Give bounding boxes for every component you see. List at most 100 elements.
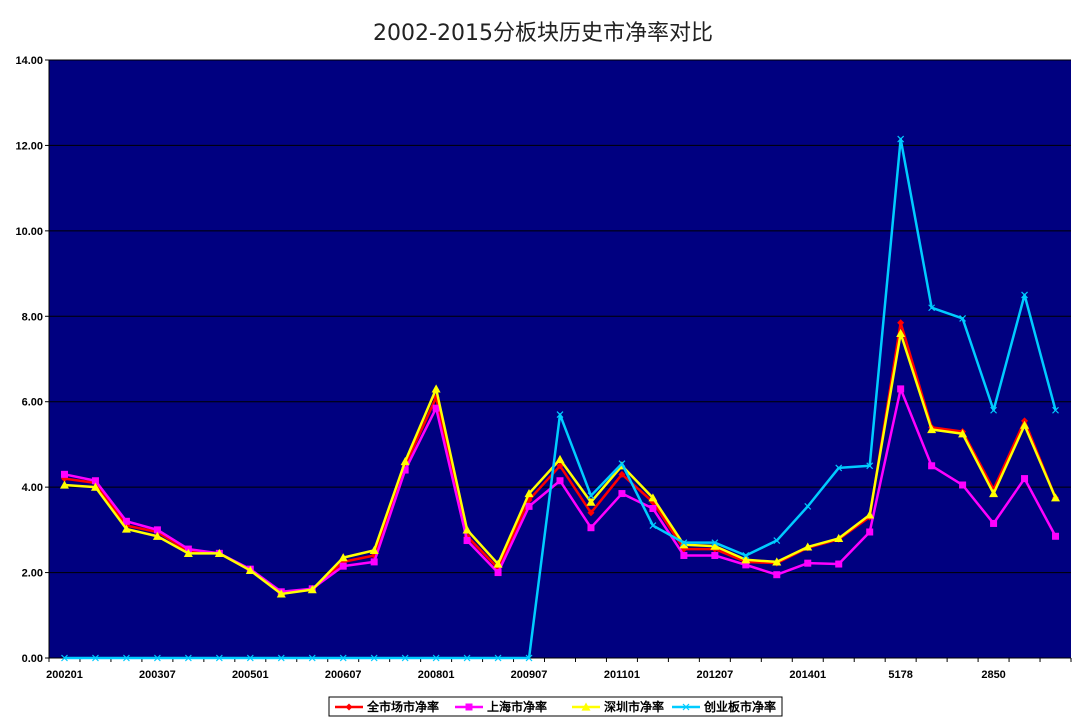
x-tick-label: 200801 [418,669,455,681]
point-shanghai-marker [60,470,68,478]
point-shanghai-marker [401,466,409,474]
point-shanghai-marker [91,477,99,485]
point-shanghai-marker [370,558,378,566]
point-shanghai-marker [928,462,936,470]
point-shanghai-marker [122,517,130,525]
point-shanghai-marker [649,505,657,512]
x-tick-label: 5178 [888,669,912,681]
point-shanghai-marker [897,385,905,393]
point-all-market-marker [587,509,595,517]
point-chinext-marker [432,654,440,662]
point-shanghai-marker [432,404,440,412]
y-tick-label: 12.00 [15,140,43,152]
point-chinext-marker [370,654,378,662]
point-chinext-marker [494,654,502,662]
x-tick-label: 2850 [981,669,1005,681]
y-tick-label: 6.00 [22,397,43,409]
point-shanghai-marker [835,560,843,568]
point-shenzhen-marker [648,493,658,502]
point-chinext-marker [92,654,99,662]
point-shanghai-marker [1052,532,1060,540]
y-tick-label: 10.00 [15,226,43,238]
point-shenzhen-marker [214,548,224,557]
point-chinext-marker [61,654,68,662]
x-tick-label: 200307 [139,669,176,681]
x-tick-label: 200201 [46,669,83,681]
point-chinext-marker [277,654,285,662]
point-shenzhen-marker [493,559,503,568]
x-tick-label: 200607 [325,669,362,681]
point-chinext-marker [680,539,688,547]
point-chinext-marker [711,539,719,547]
point-shenzhen-marker [989,489,999,498]
y-tick-label: 8.00 [22,311,43,323]
point-all-market-marker [618,470,626,478]
legend-label-chinext: 创业板市净率 [703,699,776,714]
point-chinext-marker [897,135,905,143]
y-tick-label: 2.00 [22,568,43,580]
point-shanghai-marker [711,551,719,559]
point-chinext-marker [1021,291,1028,299]
point-shanghai-marker [153,526,161,534]
x-tick-label: 201401 [789,669,826,681]
point-chinext-marker [401,654,409,662]
point-chinext-marker [525,654,533,662]
legend: 全市场市净率 上海市净率 深圳市净率 创业板市净率 [328,696,783,717]
point-shenzhen-marker [245,565,255,575]
point-shenzhen-marker [90,482,100,491]
point-shenzhen-marker [152,531,162,540]
x-tick-label: 200907 [511,669,548,681]
legend-label-shanghai: 上海市净率 [487,699,547,714]
legend-all-market-marker [345,703,353,711]
point-shanghai-marker [959,481,967,489]
point-shenzhen-marker [183,548,193,557]
point-chinext-marker [556,411,564,418]
y-tick-label: 0.00 [22,653,43,665]
point-chinext-marker [184,654,192,662]
point-chinext-marker [308,654,316,662]
point-shanghai-marker [587,524,595,532]
point-shanghai-marker [525,502,533,510]
point-chinext-marker [215,654,223,662]
point-shenzhen-marker [121,524,131,533]
series-chinext [61,135,1059,662]
point-shenzhen-marker [307,585,317,594]
point-shenzhen-marker [400,457,410,466]
point-shenzhen-marker [369,545,379,554]
point-chinext-marker [773,537,781,544]
point-shanghai-marker [1021,475,1029,483]
point-shenzhen-marker [59,480,69,489]
series-group [59,135,1061,662]
point-shenzhen-marker [555,454,565,463]
legend-shanghai-marker [465,703,473,711]
x-tick-label: 201207 [696,669,733,681]
point-shenzhen-marker [741,555,751,564]
point-chinext-marker [153,654,161,662]
point-shenzhen-marker [896,328,906,337]
point-shanghai-marker [866,528,874,536]
point-chinext-marker [246,654,254,662]
point-chinext-marker [618,460,626,468]
y-tick-label: 14.00 [15,55,43,67]
point-chinext-marker [804,502,812,510]
chart-title: 2002-2015分板块历史市净率对比 [373,21,713,46]
point-chinext-marker [1052,406,1059,414]
point-shanghai-marker [556,477,564,485]
point-all-market-marker [897,319,905,327]
point-chinext-marker [866,462,874,470]
point-chinext-marker [463,654,471,662]
point-shanghai-marker [990,519,998,527]
x-tick-label: 200501 [232,669,269,681]
point-shanghai-marker [339,562,347,570]
point-shanghai-marker [804,559,812,567]
point-chinext-marker [835,464,843,472]
legend-shenzhen-marker [581,702,591,711]
legend-chinext-marker [682,703,690,711]
point-shenzhen-marker [834,533,844,542]
point-shanghai-marker [680,551,688,559]
point-shenzhen-marker [803,542,813,551]
legend-label-shenzhen: 深圳市净率 [604,699,664,714]
point-all-market-marker [556,462,564,470]
point-shenzhen-marker [958,429,968,438]
